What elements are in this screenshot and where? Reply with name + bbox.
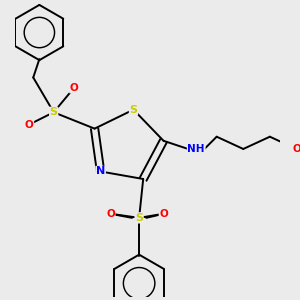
- Text: O: O: [70, 83, 79, 93]
- Text: N: N: [96, 167, 105, 176]
- Text: S: S: [50, 107, 58, 117]
- Text: S: S: [135, 213, 143, 223]
- Text: O: O: [292, 144, 300, 154]
- Text: NH: NH: [188, 144, 205, 154]
- Text: S: S: [130, 105, 137, 115]
- Text: O: O: [106, 209, 115, 219]
- Text: O: O: [25, 119, 34, 130]
- Text: O: O: [159, 209, 168, 219]
